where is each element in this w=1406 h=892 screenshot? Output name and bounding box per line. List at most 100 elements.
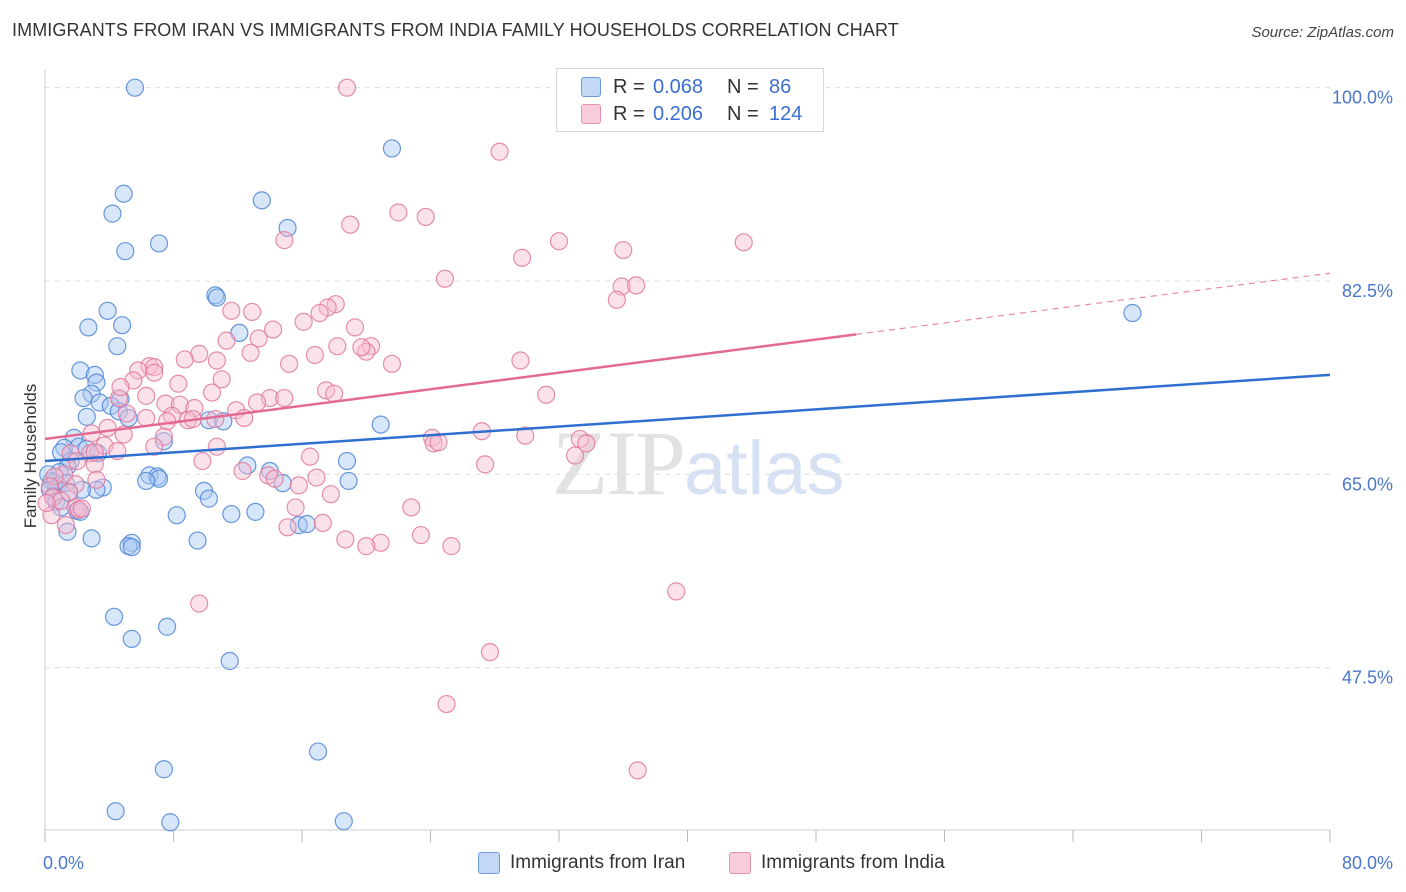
india-point xyxy=(222,301,241,320)
iran-point xyxy=(108,337,127,356)
india-point xyxy=(402,498,421,517)
legend-n-label: N = xyxy=(727,102,759,125)
trend-line-india xyxy=(44,333,857,441)
india-point xyxy=(476,455,495,474)
iran-point xyxy=(103,204,122,223)
india-point xyxy=(37,493,56,513)
india-point xyxy=(435,269,455,288)
india-point xyxy=(212,370,231,389)
iran-point xyxy=(222,504,241,524)
iran-point xyxy=(199,489,218,508)
series-legend-india[interactable]: Immigrants from India xyxy=(729,852,945,874)
india-point xyxy=(442,537,461,556)
india-point xyxy=(275,231,294,250)
india-point xyxy=(275,388,294,408)
india-point xyxy=(511,351,530,370)
iran-point xyxy=(125,78,145,97)
india-point xyxy=(310,303,329,323)
india-point xyxy=(480,643,500,662)
iran-point xyxy=(207,288,226,307)
india-point xyxy=(361,337,381,356)
series-label-iran: Immigrants from Iran xyxy=(510,852,686,873)
iran-point xyxy=(106,802,125,821)
trend-line-extension-india xyxy=(856,272,1331,335)
india-point xyxy=(300,447,320,466)
series-legend-iran[interactable]: Immigrants from Iran xyxy=(478,852,685,874)
iran-point xyxy=(308,742,328,761)
india-point xyxy=(263,320,283,339)
legend-r-label: R = xyxy=(613,102,645,125)
series-label-india: Immigrants from India xyxy=(761,852,945,873)
iran-point xyxy=(122,629,141,648)
watermark: ZIPatlas xyxy=(552,410,845,516)
india-point xyxy=(734,233,753,252)
iran-point xyxy=(382,139,402,158)
india-point xyxy=(411,525,430,545)
india-point xyxy=(305,345,324,365)
india-point xyxy=(278,518,297,537)
india-points xyxy=(37,78,753,780)
india-point xyxy=(68,451,87,471)
series-legend: Immigrants from Iran Immigrants from Ind… xyxy=(0,852,1406,878)
legend-iran-r: 0.068 xyxy=(653,75,704,98)
india-point xyxy=(154,427,173,446)
india-point xyxy=(565,446,585,465)
india-point xyxy=(371,533,390,552)
india-point xyxy=(45,467,64,486)
india-point xyxy=(416,207,435,227)
iran-point xyxy=(71,361,90,380)
india-point xyxy=(66,498,85,517)
india-point xyxy=(111,377,130,397)
iran-point xyxy=(167,506,186,525)
india-point xyxy=(614,240,633,260)
iran-point xyxy=(149,234,169,253)
india-point xyxy=(193,451,212,471)
india-point xyxy=(321,485,341,504)
x-tick-label: 0.0% xyxy=(43,853,84,873)
x-tick-label: 80.0% xyxy=(1342,853,1393,873)
india-point xyxy=(337,78,357,97)
india-point xyxy=(382,354,402,373)
series-swatch-india xyxy=(729,852,751,874)
india-point xyxy=(628,761,647,780)
india-point xyxy=(607,290,626,309)
trend-lines xyxy=(44,272,1331,463)
iran-point xyxy=(252,191,271,210)
watermark-zip: ZIP xyxy=(552,412,686,514)
iran-point xyxy=(77,407,96,426)
india-point xyxy=(341,215,360,234)
india-point xyxy=(352,338,371,357)
india-point xyxy=(207,351,226,370)
india-point xyxy=(217,331,236,350)
grid-lines xyxy=(45,87,1330,669)
trend-line-iran xyxy=(44,373,1331,463)
india-point xyxy=(145,437,164,456)
chart-title: IMMIGRANTS FROM IRAN VS IMMIGRANTS FROM … xyxy=(12,20,899,40)
india-point xyxy=(537,385,556,404)
iran-point xyxy=(79,318,98,337)
iran-point xyxy=(112,316,132,335)
india-point xyxy=(56,516,75,535)
india-point xyxy=(202,383,222,402)
iran-point xyxy=(154,760,173,779)
india-point xyxy=(280,354,299,373)
india-point xyxy=(294,312,313,331)
legend-swatch-iran xyxy=(581,77,601,97)
india-point xyxy=(169,374,188,393)
source-label: Source: ZipAtlas.com xyxy=(1251,24,1394,41)
legend-row-india: R = 0.206 N = 124 xyxy=(581,101,802,127)
iran-point xyxy=(87,373,106,392)
india-point xyxy=(249,329,268,348)
iran-point xyxy=(104,607,124,626)
iran-point xyxy=(85,365,104,384)
iran-point xyxy=(122,533,141,552)
india-point xyxy=(207,437,226,456)
legend-india-r: 0.206 xyxy=(653,102,704,125)
iran-point xyxy=(98,301,117,320)
india-point xyxy=(328,337,347,356)
india-point xyxy=(313,513,332,533)
india-point xyxy=(129,361,148,380)
series-swatch-iran xyxy=(478,852,500,874)
watermark-atlas: atlas xyxy=(684,426,845,511)
